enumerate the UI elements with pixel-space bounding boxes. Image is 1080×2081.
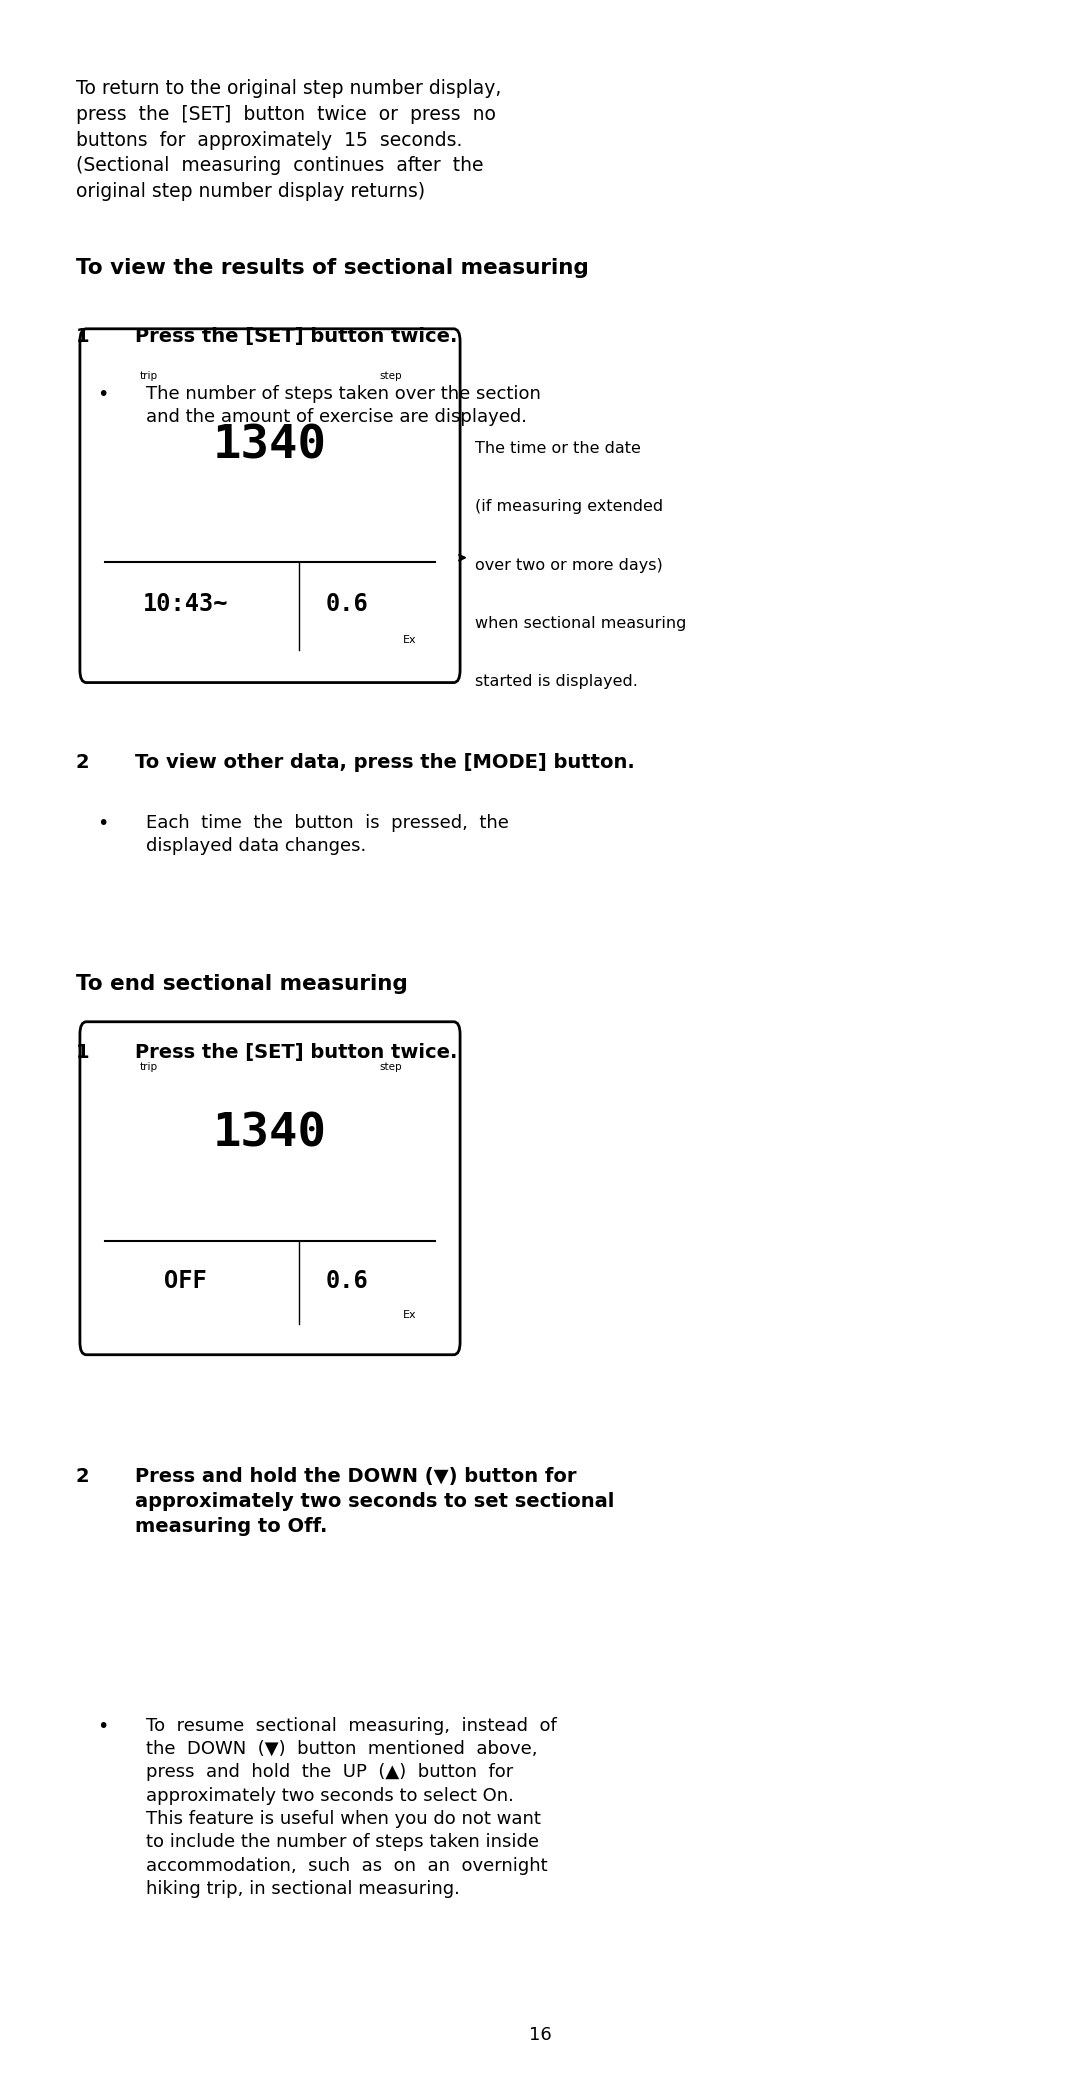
Text: Press and hold the DOWN (▼) button for
approximately two seconds to set sectiona: Press and hold the DOWN (▼) button for a…	[135, 1467, 615, 1536]
Text: 1: 1	[76, 1043, 90, 1061]
Text: Ex: Ex	[403, 635, 417, 645]
Text: (if measuring extended: (if measuring extended	[475, 499, 663, 514]
Text: OFF: OFF	[164, 1269, 207, 1292]
Text: The time or the date: The time or the date	[475, 441, 642, 456]
Text: step: step	[380, 370, 403, 381]
Text: •: •	[97, 385, 109, 404]
Text: 1340: 1340	[213, 1111, 327, 1157]
Text: To return to the original step number display,
press  the  [SET]  button  twice : To return to the original step number di…	[76, 79, 501, 202]
Text: 16: 16	[528, 2027, 552, 2044]
Text: Ex: Ex	[403, 1309, 417, 1319]
Text: 1: 1	[76, 327, 90, 345]
Text: To view the results of sectional measuring: To view the results of sectional measuri…	[76, 258, 589, 279]
Text: when sectional measuring: when sectional measuring	[475, 616, 687, 631]
Text: step: step	[380, 1061, 403, 1072]
Text: trip: trip	[139, 1061, 158, 1072]
Text: 0.6: 0.6	[326, 593, 368, 616]
Text: Press the [SET] button twice.: Press the [SET] button twice.	[135, 327, 457, 345]
Text: To  resume  sectional  measuring,  instead  of
the  DOWN  (▼)  button  mentioned: To resume sectional measuring, instead o…	[146, 1717, 556, 1898]
Text: Press the [SET] button twice.: Press the [SET] button twice.	[135, 1043, 457, 1061]
FancyBboxPatch shape	[80, 1022, 460, 1355]
Text: 0.6: 0.6	[326, 1269, 368, 1292]
Text: 1340: 1340	[213, 425, 327, 468]
Text: •: •	[97, 1717, 109, 1736]
Text: started is displayed.: started is displayed.	[475, 674, 638, 689]
FancyBboxPatch shape	[80, 329, 460, 683]
Text: The number of steps taken over the section
and the amount of exercise are displa: The number of steps taken over the secti…	[146, 385, 541, 427]
Text: 2: 2	[76, 1467, 90, 1486]
Text: 10:43~: 10:43~	[143, 593, 228, 616]
Text: •: •	[97, 814, 109, 832]
Text: To view other data, press the [MODE] button.: To view other data, press the [MODE] but…	[135, 753, 635, 772]
Text: trip: trip	[139, 370, 158, 381]
Text: over two or more days): over two or more days)	[475, 558, 663, 572]
Text: To end sectional measuring: To end sectional measuring	[76, 974, 407, 995]
Text: 2: 2	[76, 753, 90, 772]
Text: Each  time  the  button  is  pressed,  the
displayed data changes.: Each time the button is pressed, the dis…	[146, 814, 509, 855]
